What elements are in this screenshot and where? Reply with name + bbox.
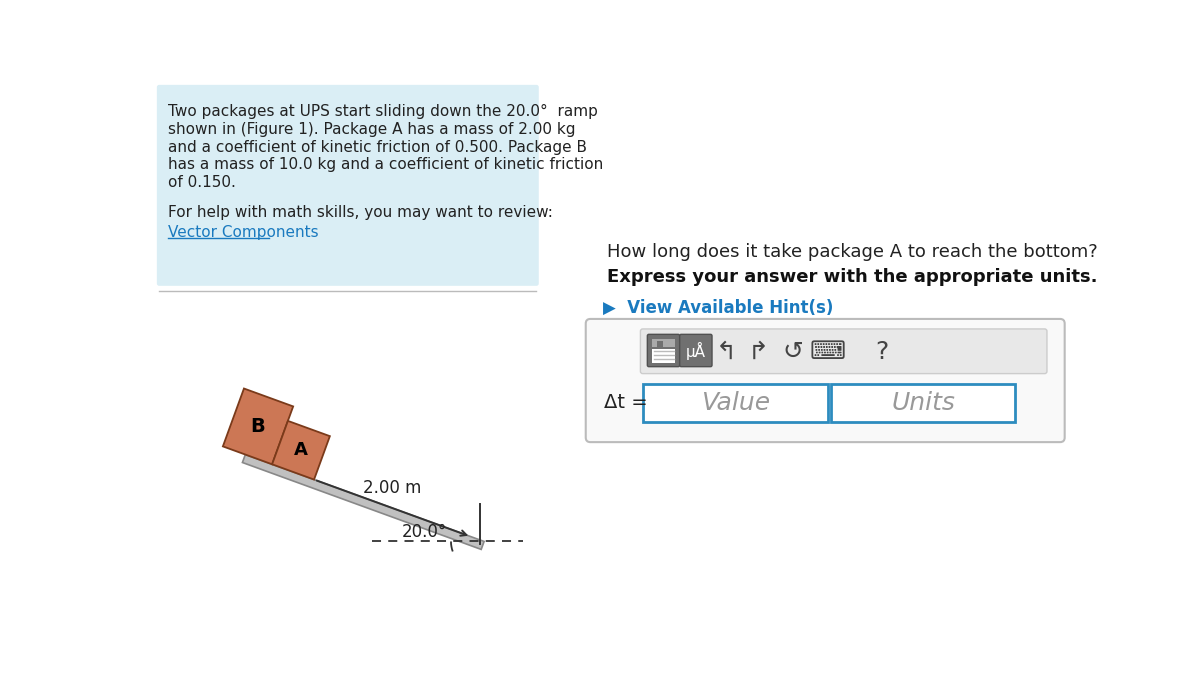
Bar [643,383,828,422]
Text: of 0.150.: of 0.150. [168,175,236,190]
FancyBboxPatch shape [586,319,1064,442]
Text: ▶  View Available Hint(s): ▶ View Available Hint(s) [604,299,834,317]
Bar [652,349,676,363]
Text: ↱: ↱ [748,340,769,364]
Bar [652,339,676,348]
Text: ⌨: ⌨ [810,340,846,364]
Text: and a coefficient of kinetic friction of 0.500. Package B: and a coefficient of kinetic friction of… [168,140,588,155]
Bar [656,342,662,347]
Text: ↺: ↺ [782,340,803,364]
Text: Two packages at UPS start sliding down the 20.0°  ramp: Two packages at UPS start sliding down t… [168,104,599,119]
Polygon shape [242,454,484,549]
Text: Express your answer with the appropriate units.: Express your answer with the appropriate… [607,268,1098,286]
FancyBboxPatch shape [647,334,679,367]
Text: μÅ: μÅ [686,342,706,360]
Text: For help with math skills, you may want to review:: For help with math skills, you may want … [168,205,553,220]
Text: ↰: ↰ [715,340,737,364]
Text: Value: Value [701,391,769,415]
Text: 2.00 m: 2.00 m [364,479,421,497]
FancyBboxPatch shape [157,85,539,286]
Text: How long does it take package A to reach the bottom?: How long does it take package A to reach… [607,243,1098,261]
Text: B: B [251,417,265,436]
Bar [830,383,1015,422]
Text: shown in (Figure 1). Package A has a mass of 2.00 kg: shown in (Figure 1). Package A has a mas… [168,122,576,137]
Polygon shape [223,389,293,464]
Polygon shape [272,421,330,479]
Text: Δt =: Δt = [605,394,648,412]
FancyBboxPatch shape [641,329,1046,373]
Text: Vector Components: Vector Components [168,225,319,240]
Text: has a mass of 10.0 kg and a coefficient of kinetic friction: has a mass of 10.0 kg and a coefficient … [168,157,604,172]
Text: Units: Units [892,391,955,415]
FancyBboxPatch shape [679,334,712,367]
Text: A: A [294,441,308,459]
Text: 20.0°: 20.0° [402,523,448,541]
Text: ?: ? [875,340,888,364]
